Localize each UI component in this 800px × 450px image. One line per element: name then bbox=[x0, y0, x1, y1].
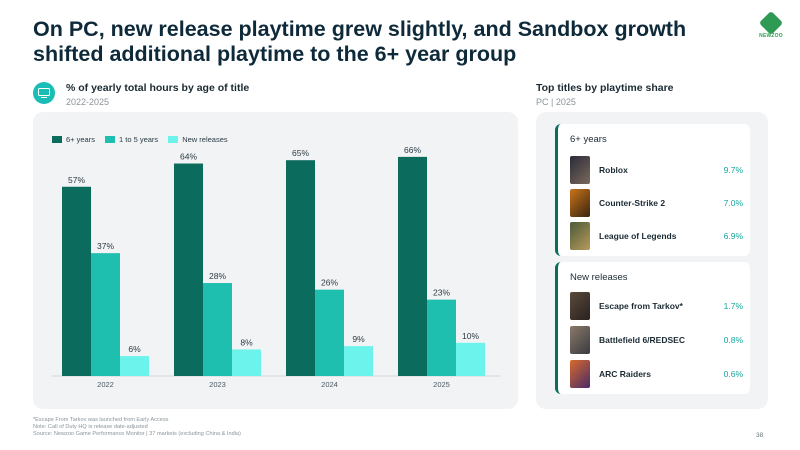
legend-label: New releases bbox=[182, 135, 228, 144]
monitor-icon bbox=[33, 82, 55, 104]
game-share: 7.0% bbox=[723, 198, 743, 208]
footnote-line: *Escape From Tarkov was launched from Ea… bbox=[33, 417, 169, 423]
footnote-line: Source: Newzoo Game Performance Monitor … bbox=[33, 431, 241, 437]
game-share: 9.7% bbox=[723, 165, 743, 175]
bar bbox=[315, 289, 344, 376]
game-name: League of Legends bbox=[599, 231, 677, 241]
page-title: On PC, new release playtime grew slightl… bbox=[33, 17, 687, 66]
legend-item-new: New releases bbox=[168, 135, 228, 144]
legend-item-6plus: 6+ years bbox=[52, 135, 95, 144]
game-cover-image bbox=[570, 360, 590, 388]
list-item: ARC Raiders 0.6% bbox=[568, 360, 743, 388]
game-cover-image bbox=[570, 292, 590, 320]
bar bbox=[62, 186, 91, 376]
bar bbox=[203, 283, 232, 376]
bar bbox=[174, 163, 203, 376]
data-label: 10% bbox=[462, 331, 479, 341]
legend-item-1to5: 1 to 5 years bbox=[104, 135, 159, 144]
game-name: Escape from Tarkov* bbox=[599, 301, 683, 311]
game-cover-image bbox=[570, 222, 590, 250]
x-tick-label: 2024 bbox=[321, 380, 338, 389]
data-label: 66% bbox=[404, 145, 421, 155]
x-tick-label: 2022 bbox=[97, 380, 114, 389]
legend-swatch bbox=[168, 136, 179, 143]
data-label: 28% bbox=[209, 271, 226, 281]
group-title: 6+ years bbox=[570, 134, 607, 145]
data-label: 57% bbox=[68, 175, 85, 185]
list-item: Escape from Tarkov* 1.7% bbox=[568, 292, 743, 320]
game-share: 0.6% bbox=[723, 369, 743, 379]
game-name: Counter-Strike 2 bbox=[599, 198, 666, 208]
list-item: Counter-Strike 2 7.0% bbox=[568, 189, 743, 217]
data-label: 37% bbox=[97, 241, 114, 251]
page-number: 38 bbox=[756, 432, 764, 439]
game-cover-image bbox=[570, 326, 590, 354]
legend-label: 6+ years bbox=[66, 135, 95, 144]
game-cover-image bbox=[570, 156, 590, 184]
data-label: 6% bbox=[128, 344, 141, 354]
footnotes: *Escape From Tarkov was launched from Ea… bbox=[33, 417, 241, 438]
chart-legend: 6+ years 1 to 5 years New releases bbox=[52, 135, 228, 144]
bar bbox=[344, 346, 373, 376]
x-tick-label: 2025 bbox=[433, 380, 450, 389]
group-card-new-releases: New releases Escape from Tarkov* 1.7% Ba… bbox=[555, 262, 750, 394]
bar bbox=[286, 160, 315, 376]
top-titles-title: Top titles by playtime share bbox=[536, 82, 674, 94]
game-name: Battlefield 6/REDSEC bbox=[599, 335, 685, 345]
bar bbox=[427, 299, 456, 376]
data-label: 64% bbox=[180, 152, 197, 162]
data-label: 23% bbox=[433, 288, 450, 298]
chart-section-subtitle: 2022-2025 bbox=[66, 97, 110, 107]
bar bbox=[91, 253, 120, 376]
legend-swatch bbox=[104, 136, 115, 143]
group-card-6plus: 6+ years Roblox 9.7% Counter-Strike 2 7.… bbox=[555, 124, 750, 256]
data-label: 26% bbox=[321, 278, 338, 288]
game-name: Roblox bbox=[599, 165, 628, 175]
game-cover-image bbox=[570, 189, 590, 217]
top-titles-subtitle: PC | 2025 bbox=[536, 97, 576, 107]
game-share: 0.8% bbox=[723, 335, 743, 345]
bar bbox=[398, 156, 427, 376]
x-tick-label: 2023 bbox=[209, 380, 226, 389]
footnote-line: Note: Call of Duty HQ is release date-ad… bbox=[33, 424, 148, 430]
game-share: 6.9% bbox=[723, 231, 743, 241]
data-label: 8% bbox=[240, 337, 253, 347]
game-name: ARC Raiders bbox=[599, 369, 651, 379]
logo-text: NEWZOO bbox=[759, 33, 783, 39]
list-item: League of Legends 6.9% bbox=[568, 222, 743, 250]
legend-label: 1 to 5 years bbox=[118, 135, 159, 144]
bar bbox=[456, 342, 485, 376]
group-title: New releases bbox=[570, 272, 628, 283]
bar bbox=[120, 356, 149, 376]
data-label: 65% bbox=[292, 148, 309, 158]
legend-swatch bbox=[52, 136, 62, 143]
chart-section-title: % of yearly total hours by age of title bbox=[66, 82, 250, 94]
newzoo-logo-icon: NEWZOO bbox=[754, 10, 788, 42]
list-item: Roblox 9.7% bbox=[568, 156, 743, 184]
game-share: 1.7% bbox=[723, 301, 743, 311]
data-label: 9% bbox=[352, 334, 365, 344]
bar bbox=[232, 349, 261, 376]
list-item: Battlefield 6/REDSEC 0.8% bbox=[568, 326, 743, 354]
